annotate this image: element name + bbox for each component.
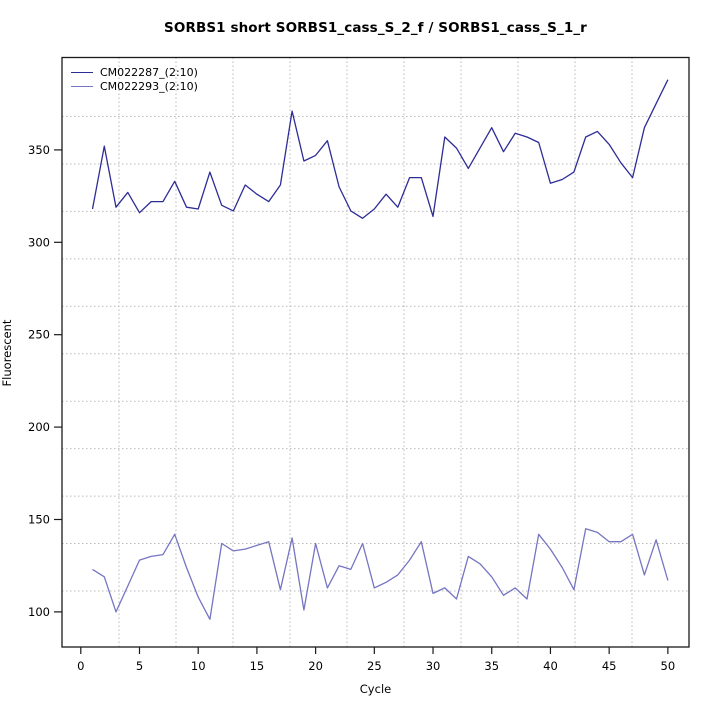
svg-text:40: 40 [543, 659, 558, 673]
svg-text:150: 150 [28, 512, 50, 526]
svg-text:350: 350 [28, 143, 50, 157]
svg-text:250: 250 [28, 328, 50, 342]
svg-text:15: 15 [250, 659, 265, 673]
svg-text:100: 100 [28, 605, 50, 619]
legend: CM022287_(2:10) CM022293_(2:10) [71, 65, 198, 93]
chart-title: SORBS1 short SORBS1_cass_S_2_f / SORBS1_… [164, 20, 587, 36]
svg-text:0: 0 [77, 659, 84, 673]
legend-item: CM022287_(2:10) [71, 65, 198, 79]
svg-text:35: 35 [484, 659, 499, 673]
legend-label: CM022287_(2:10) [100, 65, 198, 79]
svg-text:50: 50 [661, 659, 676, 673]
svg-text:10: 10 [191, 659, 206, 673]
svg-text:25: 25 [367, 659, 382, 673]
svg-text:5: 5 [136, 659, 143, 673]
svg-text:200: 200 [28, 420, 50, 434]
svg-text:20: 20 [308, 659, 323, 673]
legend-label: CM022293_(2:10) [100, 79, 198, 93]
legend-line-sample-icon [71, 71, 93, 73]
svg-text:300: 300 [28, 235, 50, 249]
svg-text:45: 45 [602, 659, 617, 673]
svg-text:30: 30 [426, 659, 441, 673]
legend-line-sample-icon [71, 85, 93, 87]
legend-item: CM022293_(2:10) [71, 79, 198, 93]
y-axis-label: Fluorescent [0, 319, 14, 387]
x-axis-label: Cycle [359, 682, 392, 696]
